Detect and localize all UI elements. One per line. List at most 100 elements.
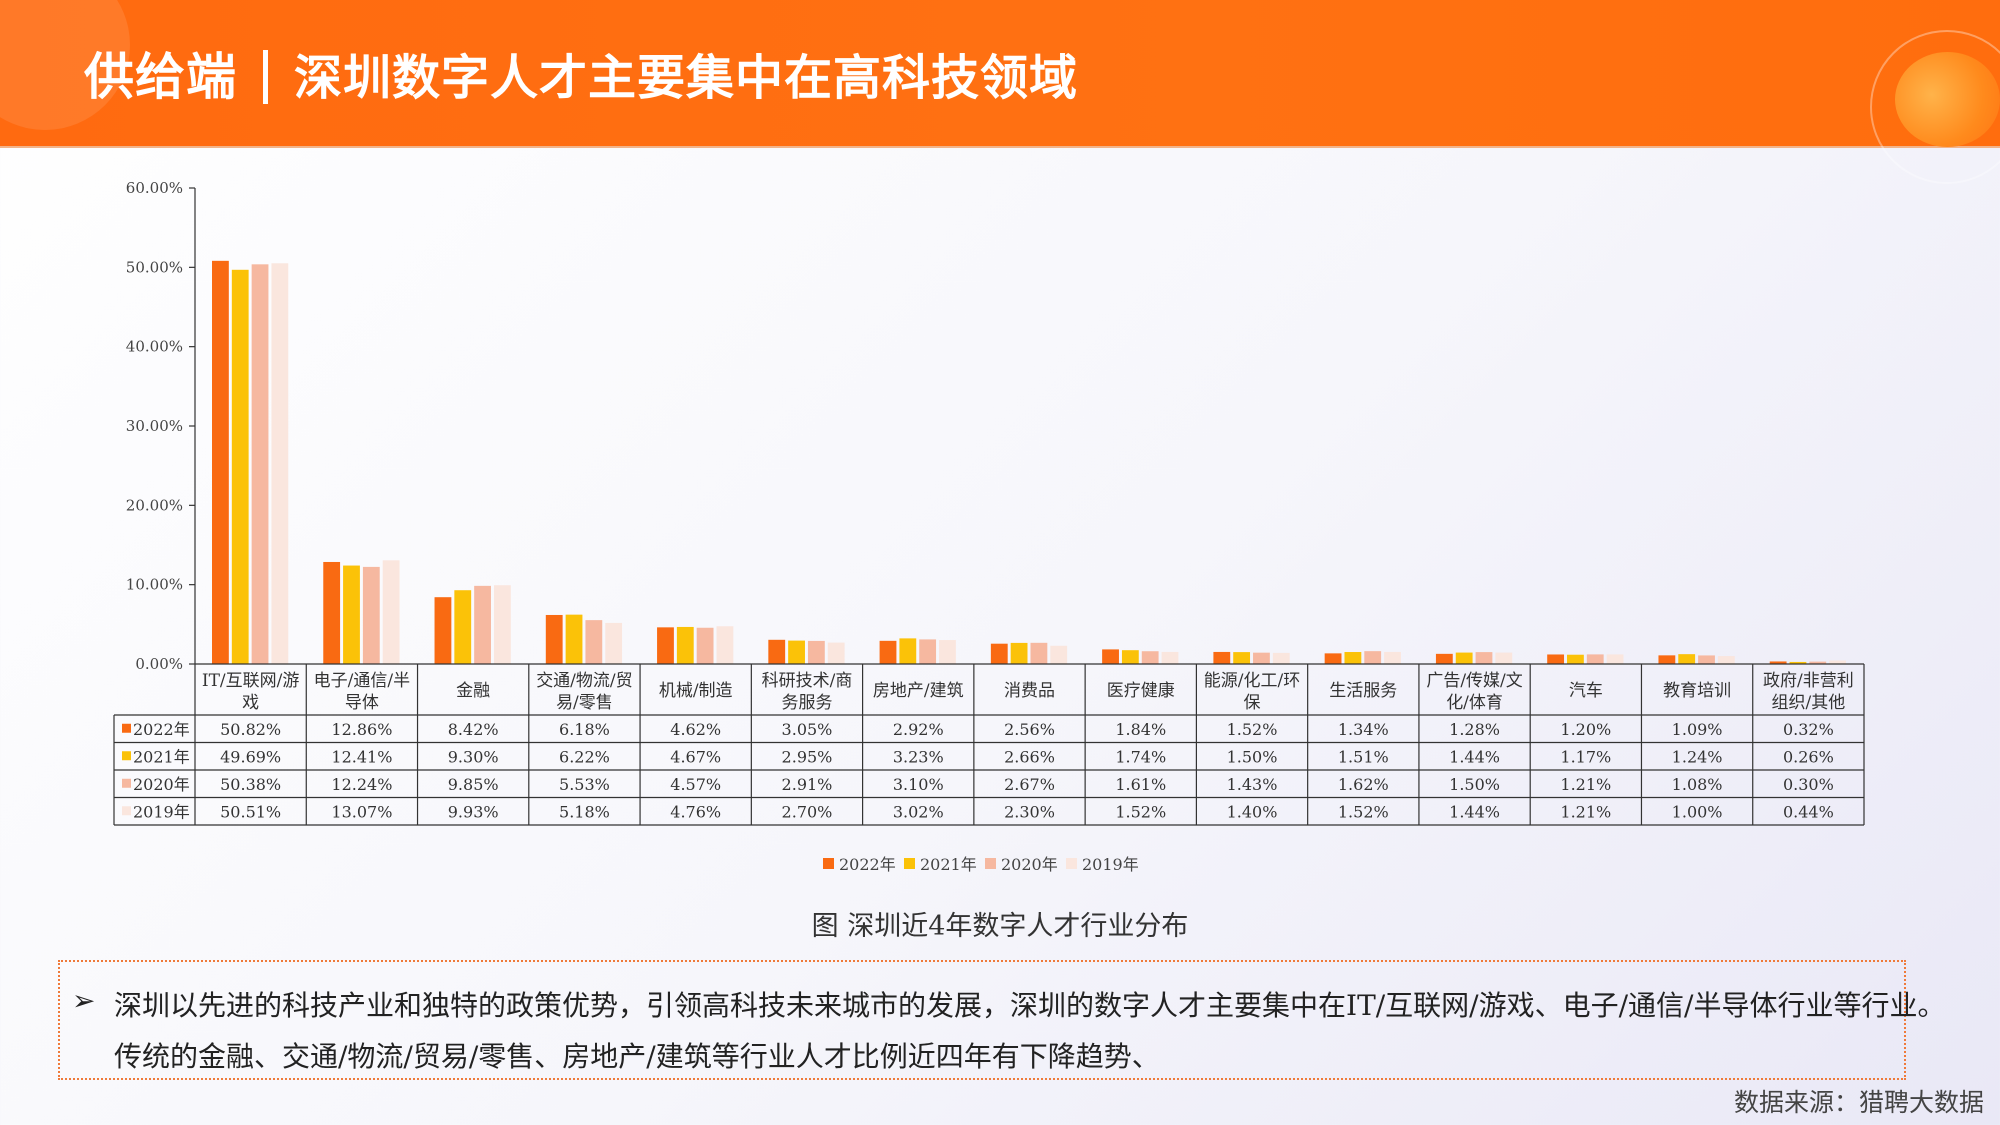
bar bbox=[1829, 660, 1846, 664]
decor-ring bbox=[1870, 30, 2000, 184]
bar bbox=[1272, 652, 1290, 664]
bar bbox=[474, 585, 491, 664]
y-tick-label: 10.00% bbox=[126, 576, 183, 594]
data-label: 4.67% bbox=[670, 747, 721, 766]
bar bbox=[1364, 651, 1382, 664]
bar bbox=[1678, 654, 1696, 664]
category-label: 机械/制造 bbox=[659, 681, 733, 701]
category-label: 化/体育 bbox=[1446, 693, 1503, 713]
bar bbox=[271, 263, 289, 664]
bar bbox=[585, 620, 603, 664]
category-label: 医疗健康 bbox=[1107, 681, 1175, 701]
data-label: 1.00% bbox=[1672, 802, 1723, 821]
category-label: 生活服务 bbox=[1329, 681, 1397, 701]
data-label: 1.61% bbox=[1115, 775, 1166, 794]
bar bbox=[323, 561, 341, 664]
data-label: 1.74% bbox=[1115, 747, 1166, 766]
bar bbox=[768, 639, 786, 664]
bar bbox=[1435, 653, 1453, 664]
data-label: 50.51% bbox=[220, 802, 281, 821]
data-label: 1.62% bbox=[1338, 775, 1389, 794]
bar bbox=[1161, 651, 1179, 664]
bar bbox=[1717, 656, 1735, 664]
page-title: 供给端 深圳数字人才主要集中在高科技领域 bbox=[84, 42, 1078, 112]
bar bbox=[1384, 651, 1401, 664]
y-tick-label: 40.00% bbox=[126, 338, 183, 356]
bar bbox=[1233, 652, 1251, 664]
data-label: 2.30% bbox=[1004, 802, 1055, 821]
data-label: 1.20% bbox=[1560, 720, 1611, 739]
bar bbox=[939, 640, 956, 664]
bar bbox=[1455, 652, 1473, 664]
bar bbox=[605, 622, 623, 664]
data-label: 2.95% bbox=[782, 747, 833, 766]
bar bbox=[545, 614, 563, 664]
title-separator bbox=[263, 49, 268, 104]
data-label: 1.50% bbox=[1449, 775, 1500, 794]
data-label: 4.62% bbox=[670, 720, 721, 739]
bullet-arrow-icon: ➢ bbox=[72, 984, 96, 1017]
bar bbox=[1769, 661, 1787, 664]
data-label: 5.53% bbox=[559, 775, 610, 794]
data-label: 1.24% bbox=[1672, 747, 1723, 766]
data-label: 12.41% bbox=[331, 747, 392, 766]
bar bbox=[343, 565, 360, 664]
bar bbox=[251, 264, 269, 664]
bar-chart-with-table: 0.00% 10.00% 20.00% 30.00% 40.00% 50.00% 60.00… bbox=[113, 179, 1865, 874]
bar bbox=[716, 626, 734, 664]
category-label: 务服务 bbox=[781, 693, 832, 713]
data-label: 0.26% bbox=[1783, 747, 1834, 766]
bar bbox=[919, 639, 937, 664]
data-label: 12.24% bbox=[331, 775, 392, 794]
bar bbox=[565, 614, 583, 664]
data-label: 50.38% bbox=[220, 775, 281, 794]
bar bbox=[231, 269, 249, 664]
data-label: 1.09% bbox=[1672, 720, 1723, 739]
y-tick-label: 0.00% bbox=[135, 655, 183, 673]
bar bbox=[990, 643, 1008, 664]
series-swatch bbox=[122, 723, 131, 733]
data-label: 2.56% bbox=[1004, 720, 1055, 739]
data-label: 49.69% bbox=[220, 747, 281, 766]
bar bbox=[676, 626, 694, 664]
category-label: 房地产/建筑 bbox=[873, 681, 964, 701]
data-label: 1.52% bbox=[1227, 720, 1278, 739]
bar bbox=[899, 638, 917, 664]
series-row-label: 2021年 bbox=[133, 747, 190, 766]
chart-caption: 图 深圳近4年数字人才行业分布 bbox=[811, 911, 1189, 942]
series-row-label: 2019年 bbox=[133, 802, 190, 821]
data-label: 1.21% bbox=[1560, 802, 1611, 821]
data-label: 1.84% bbox=[1115, 720, 1166, 739]
bar bbox=[1698, 655, 1715, 664]
data-label: 6.22% bbox=[559, 747, 610, 766]
category-label: 易/零售 bbox=[556, 693, 613, 713]
category-label: 科研技术/商 bbox=[762, 671, 853, 691]
data-label: 1.44% bbox=[1449, 747, 1500, 766]
data-label: 1.08% bbox=[1672, 775, 1723, 794]
series-row-label: 2020年 bbox=[133, 775, 190, 794]
bar bbox=[788, 640, 805, 664]
bar bbox=[1030, 642, 1048, 664]
category-label: 交通/物流/贸 bbox=[536, 671, 632, 691]
data-label: 1.21% bbox=[1560, 775, 1611, 794]
data-label: 1.28% bbox=[1449, 720, 1500, 739]
legend-swatch bbox=[823, 858, 834, 869]
bar bbox=[1253, 652, 1270, 664]
summary-note-text: 深圳以先进的科技产业和独特的政策优势，引领高科技未来城市的发展，深圳的数字人才主… bbox=[114, 989, 1946, 1073]
category-label: 消费品 bbox=[1004, 681, 1055, 701]
data-label: 12.86% bbox=[331, 720, 392, 739]
data-label: 2.66% bbox=[1004, 747, 1055, 766]
bar bbox=[382, 560, 400, 664]
title-main: 供给端 bbox=[84, 48, 237, 106]
data-label: 1.50% bbox=[1227, 747, 1278, 766]
data-label: 3.10% bbox=[893, 775, 944, 794]
bar bbox=[827, 642, 845, 664]
bar bbox=[493, 585, 511, 664]
category-label: 能源/化工/环 bbox=[1204, 671, 1300, 691]
data-source: 数据来源：猎聘大数据 bbox=[1733, 1088, 1984, 1117]
data-label: 2.92% bbox=[893, 720, 944, 739]
data-label: 2.70% bbox=[782, 802, 833, 821]
data-label: 3.02% bbox=[893, 802, 944, 821]
bar bbox=[1606, 654, 1624, 664]
data-label: 8.42% bbox=[448, 720, 499, 739]
